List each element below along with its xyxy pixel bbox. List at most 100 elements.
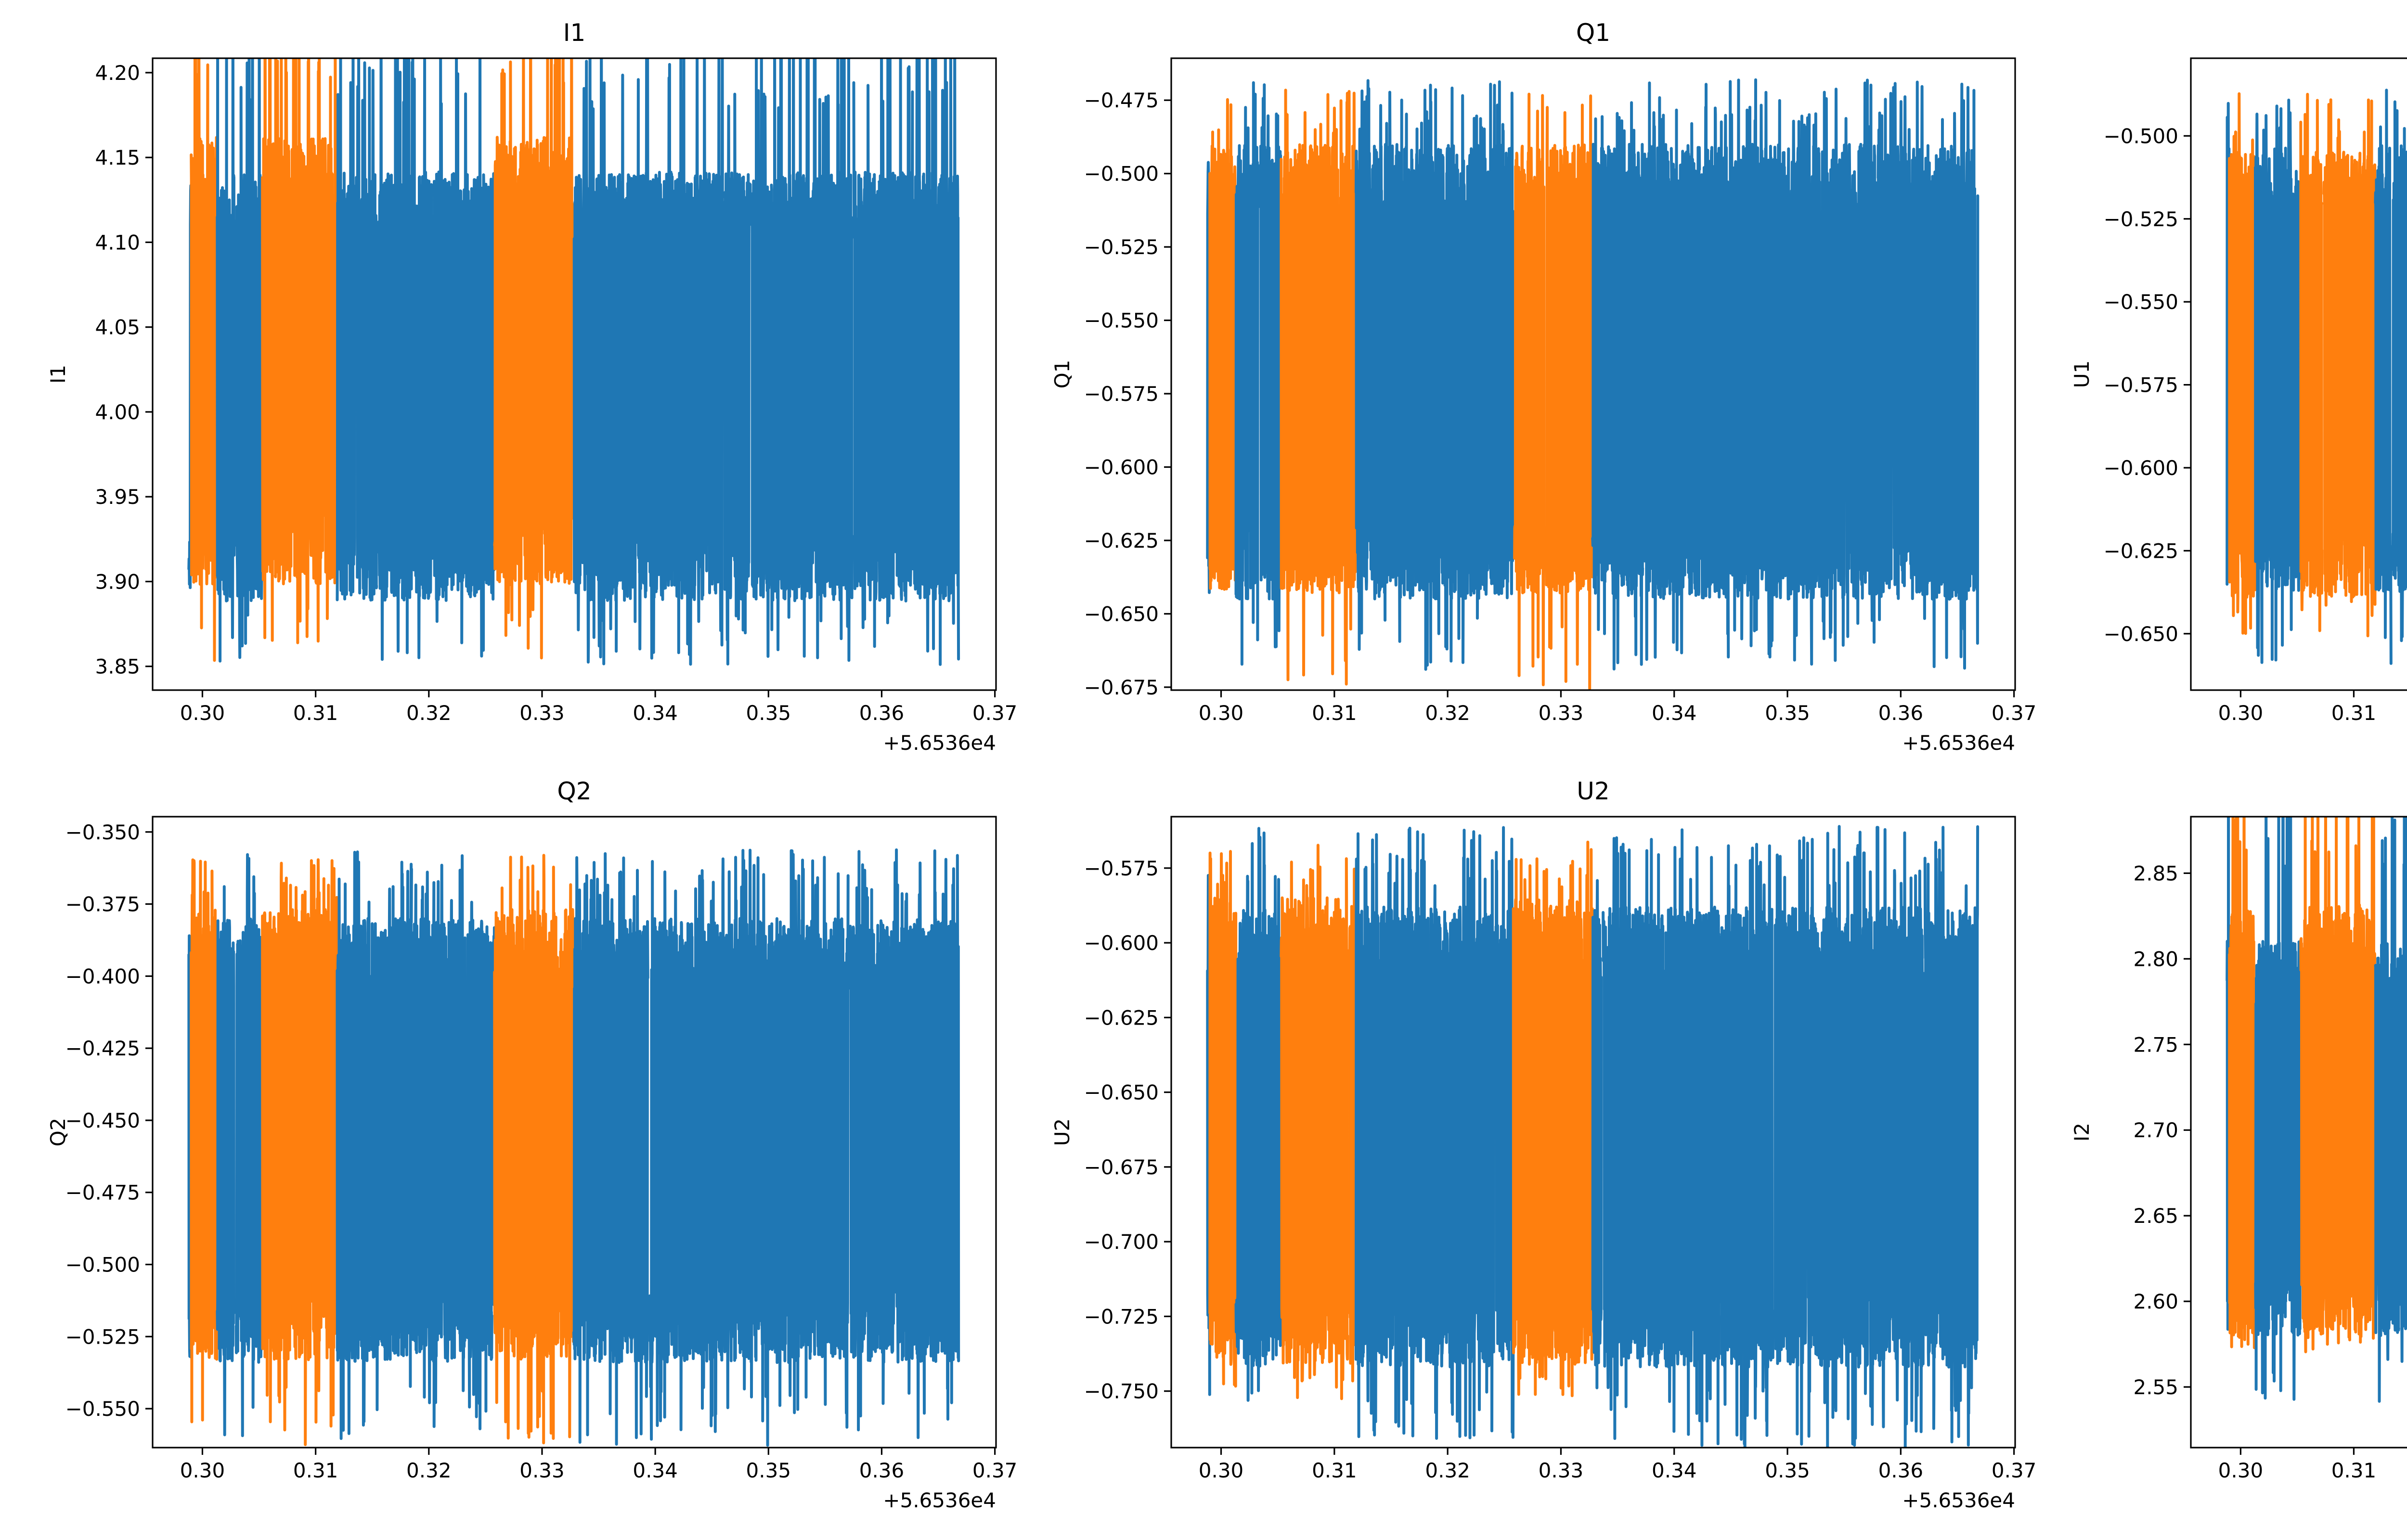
y-tick-label: 4.20 <box>95 61 140 85</box>
x-tick-label: 0.37 <box>972 1459 1018 1482</box>
series-line-main <box>1591 879 1603 1389</box>
series-line-highlight <box>1228 850 1238 1388</box>
y-tick-label: −0.725 <box>1084 1305 1159 1328</box>
series-line-main <box>434 854 467 1404</box>
x-tick-label: 0.36 <box>859 1459 905 1482</box>
x-offset-label: +5.6536e4 <box>883 1489 996 1512</box>
series-line-main <box>848 850 877 1432</box>
series-line-main <box>1850 78 1879 644</box>
series-line-highlight <box>542 58 574 585</box>
subplot-title: U2 <box>1577 777 1609 805</box>
series-line-main <box>489 172 496 601</box>
series-line-main <box>770 58 801 652</box>
plot-area <box>2226 89 2407 665</box>
x-tick-label: 0.34 <box>633 1459 678 1482</box>
x-tick-label: 0.36 <box>859 701 905 725</box>
series-line-main <box>572 856 582 1444</box>
series-line-main <box>1950 884 1974 1447</box>
x-tick-label: 0.37 <box>1992 701 2037 725</box>
series-line-highlight <box>2332 817 2353 1345</box>
plot-area <box>1206 825 1980 1448</box>
series-line-main <box>1643 838 1665 1369</box>
series-line-main <box>876 848 902 1405</box>
series-line-main <box>1234 81 1261 666</box>
axes-frame <box>152 816 997 1449</box>
y-tick-label: −0.600 <box>2104 456 2178 480</box>
y-tick-label: 2.75 <box>2133 1033 2178 1056</box>
series-line-highlight <box>2228 92 2245 635</box>
x-tick-label: 0.37 <box>972 701 1018 725</box>
series-line-main <box>931 58 957 666</box>
x-tick-label: 0.31 <box>1312 1459 1357 1482</box>
series-line-main <box>620 58 650 651</box>
y-tick-label: −0.400 <box>65 964 140 988</box>
series-line-highlight <box>1582 840 1594 1364</box>
series-line-main <box>691 58 724 647</box>
series-line-main <box>1899 80 1931 620</box>
y-axis-label: Q1 <box>1050 360 1074 389</box>
y-tick-label: −0.625 <box>1084 529 1159 552</box>
series-line-main <box>1773 853 1800 1436</box>
series-line-main <box>900 861 930 1439</box>
x-tick-label: 0.30 <box>180 701 225 725</box>
x-tick-label: 0.33 <box>519 1459 565 1482</box>
y-tick-label: −0.425 <box>65 1037 140 1060</box>
series-line-main <box>1929 112 1957 668</box>
y-tick-label: −0.525 <box>2104 207 2178 231</box>
series-line-main <box>786 849 810 1414</box>
series-line-main <box>1234 842 1256 1402</box>
plot-area <box>187 58 960 666</box>
series-line-highlight <box>190 58 205 629</box>
series-line-highlight <box>2228 817 2252 1348</box>
series-line-highlight <box>2351 817 2377 1344</box>
series-line-highlight <box>296 858 324 1446</box>
x-tick-label: 0.30 <box>1199 701 1244 725</box>
series-line-main <box>906 58 932 653</box>
y-tick-label: −0.525 <box>1084 235 1159 259</box>
series-line-main <box>1700 83 1730 659</box>
x-tick-label: 0.33 <box>1539 1459 1584 1482</box>
subplot-q2: 0.30 0.31 0.32 0.33 0.34 0.35 0.36 0.37 +5.6536e… <box>46 777 1017 1512</box>
x-tick-label: 0.32 <box>406 1459 452 1482</box>
series-line-main <box>458 58 491 658</box>
series-line-main <box>955 174 960 661</box>
y-axis-label: U2 <box>1050 1118 1074 1146</box>
series-line-main <box>2376 817 2400 1403</box>
subplot-i1: 0.30 0.31 0.32 0.33 0.34 0.35 0.36 0.37 +5.6536e… <box>46 19 1018 755</box>
series-line-main <box>878 58 908 625</box>
series-line-main <box>1406 826 1431 1437</box>
y-tick-label: 2.85 <box>2133 861 2178 885</box>
series-line-main <box>1436 86 1468 664</box>
series-line-main <box>751 58 772 658</box>
series-line-main <box>1429 884 1449 1440</box>
series-line-main <box>760 873 789 1447</box>
series-line-main <box>1972 825 1980 1360</box>
series-line-main <box>602 852 627 1446</box>
series-line-main <box>376 58 403 661</box>
series-line-main <box>1876 82 1901 621</box>
series-line-highlight <box>1208 851 1229 1386</box>
series-line-main <box>2391 100 2407 642</box>
subplot-title: I1 <box>563 19 586 47</box>
series-line-main <box>216 885 236 1437</box>
x-tick-label: 0.34 <box>1652 1459 1697 1482</box>
series-line-main <box>625 869 649 1439</box>
y-tick-label: −0.650 <box>2104 622 2178 646</box>
subplot-title: Q2 <box>557 777 591 805</box>
y-tick-label: −0.575 <box>1084 857 1159 880</box>
series-line-main <box>572 58 597 664</box>
series-line-highlight <box>323 58 339 620</box>
series-line-main <box>732 848 762 1399</box>
y-tick-label: −0.450 <box>65 1109 140 1132</box>
x-offset-label: +5.6536e4 <box>1902 1489 2015 1512</box>
series-line-main <box>2398 817 2407 1363</box>
series-line-main <box>1729 78 1760 647</box>
series-line-main <box>1900 831 1925 1448</box>
y-tick-label: −0.600 <box>1084 456 1159 479</box>
series-line-main <box>1758 90 1791 659</box>
y-tick-label: 4.10 <box>95 231 140 254</box>
y-tick-label: −0.650 <box>1084 602 1159 626</box>
series-line-main <box>411 871 436 1428</box>
y-tick-label: 2.55 <box>2133 1375 2178 1399</box>
